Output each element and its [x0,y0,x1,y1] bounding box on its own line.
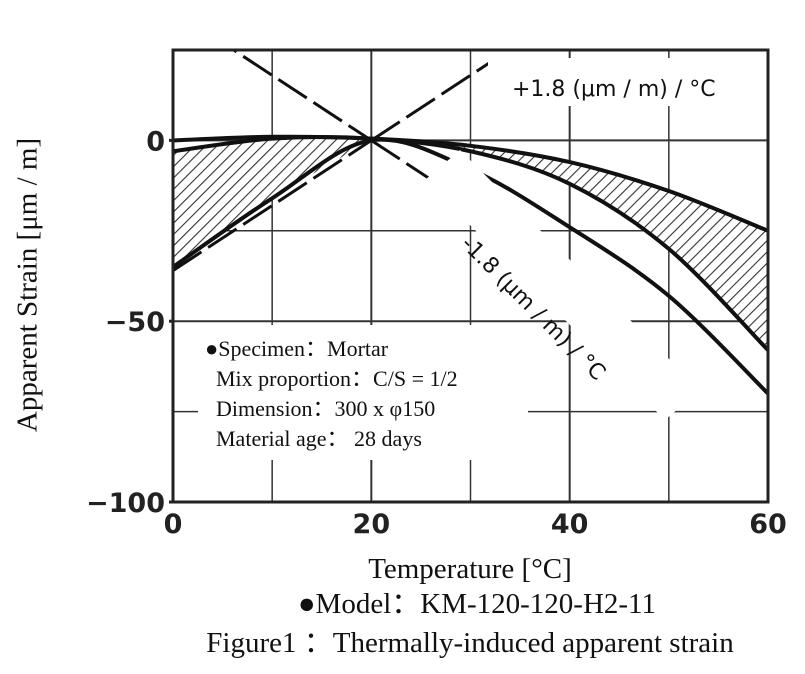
tick-labels: 0 20 40 60 0 −50 −100 [86,126,787,540]
y-tick-label: −100 [86,488,165,519]
slope-line-positive-b [370,61,492,142]
curve-middle [173,135,768,352]
slope-label-top-box [488,58,720,106]
model-label: ●Model：KM-120-120-H2-11 [298,588,656,620]
slope-line-negative-a [230,50,373,142]
figure-caption: Figure1 ：Thermally-induced apparent stra… [206,627,734,659]
annotation-specimen: ●Specimen：Mortar [205,336,389,361]
plot-frame [171,48,770,504]
x-axis-label: Temperature [°C] [368,553,572,585]
slope-line-positive-a [173,139,373,272]
y-axis-label: Apparent Strain [μm / m] [12,138,44,432]
slope-label-bottom-box [425,150,700,420]
x-tick-label: 0 [164,509,183,540]
x-tick-label: 40 [551,509,589,540]
y-tick-label: −50 [105,307,165,338]
x-tick-label: 60 [749,509,787,540]
annotation-box [198,325,528,460]
y-tick-label: 0 [146,126,165,157]
x-tick-label: 20 [353,509,391,540]
slope-label-positive: +1.8 (μm / m) / °C [512,77,716,102]
annotation-age: Material age： 28 days [216,426,422,451]
annotation-mix: Mix proportion：C/S = 1/2 [216,366,458,391]
hatched-band-left [173,137,372,267]
annotation-dimension: Dimension：300 x φ150 [216,396,435,421]
